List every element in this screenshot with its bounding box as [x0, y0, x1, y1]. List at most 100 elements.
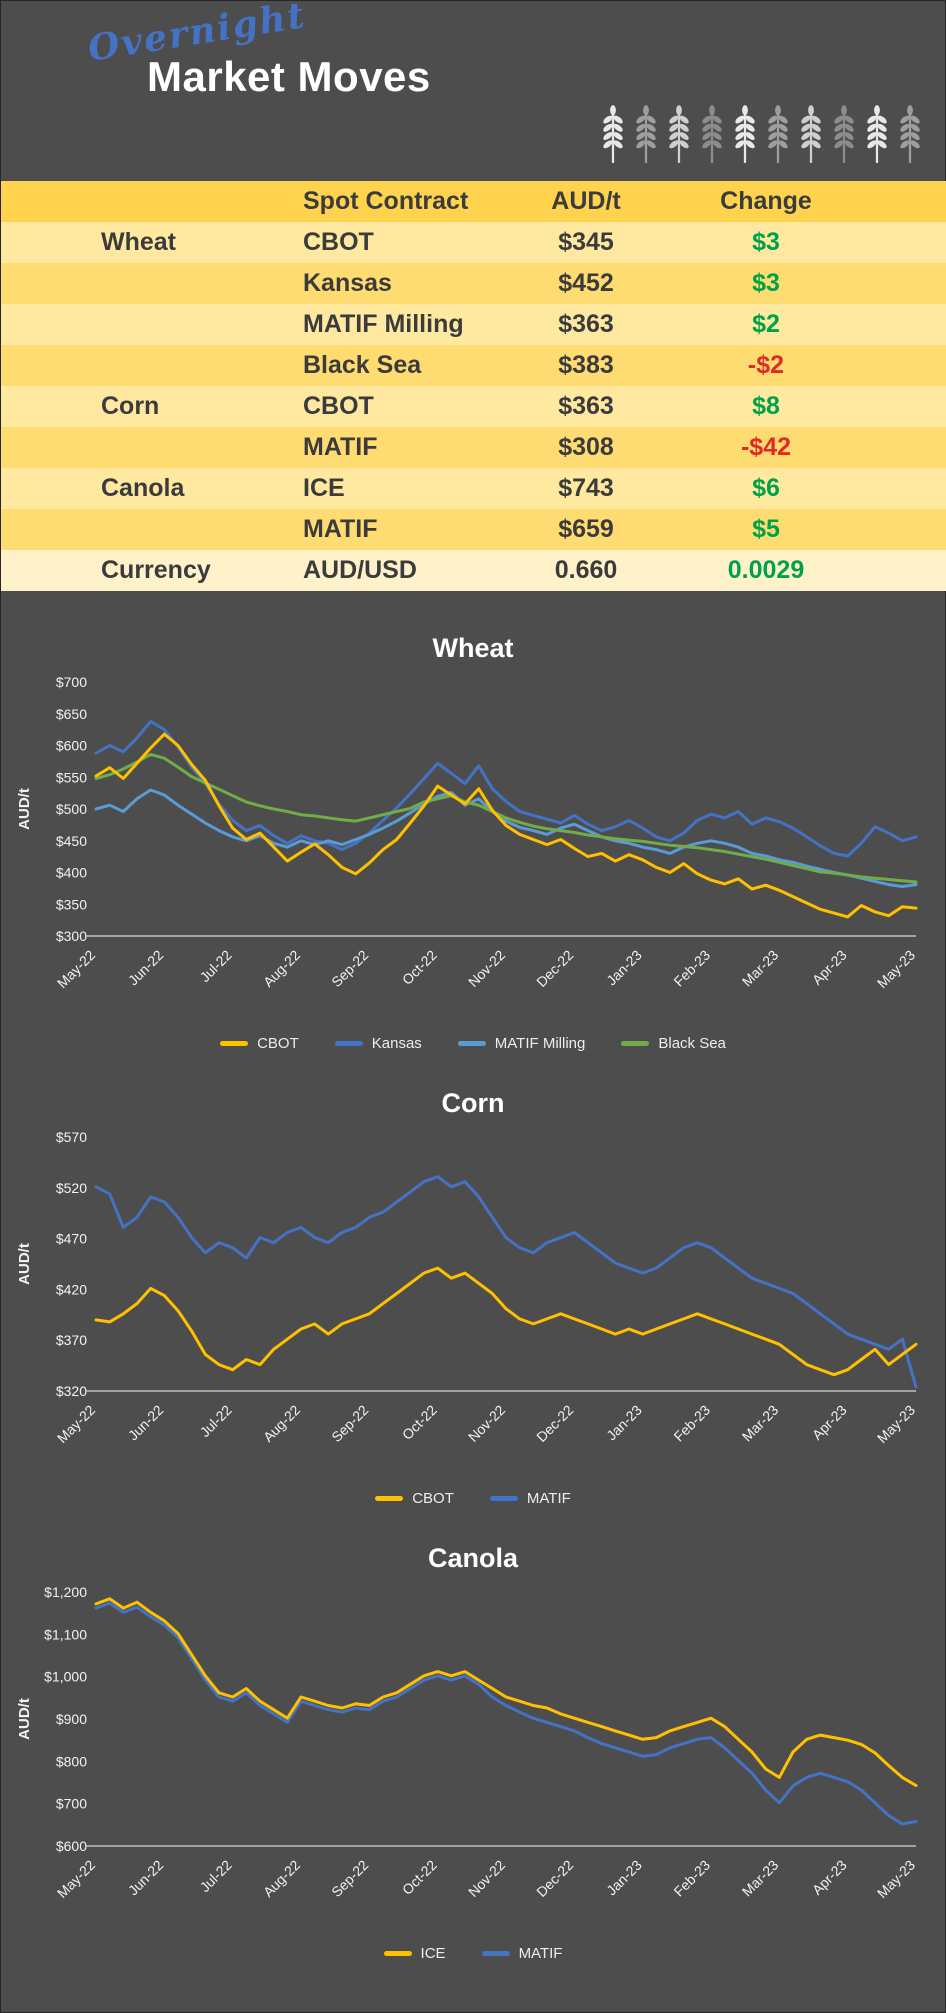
legend-label: MATIF Milling	[494, 1034, 586, 1052]
svg-text:$550: $550	[56, 769, 87, 785]
canola-chart-section: Canola $600 $700 $800 $900 $1,000 $1,100 $1,20…	[1, 1513, 945, 1968]
svg-text:$1,000: $1,000	[44, 1669, 87, 1685]
svg-text:$600: $600	[56, 1838, 87, 1854]
contract-cell: Black Sea	[303, 351, 422, 379]
svg-text:$400: $400	[56, 865, 87, 881]
legend-item-matif-milling: MATIF Milling	[457, 1034, 586, 1052]
svg-text:$350: $350	[56, 896, 87, 912]
value-cell: $743	[558, 474, 614, 502]
table-body: Wheat CBOT $345 $3 Kansas $452 $3 MATIF Milling…	[1, 222, 946, 591]
legend-swatch	[457, 1040, 486, 1046]
svg-text:May-23: May-23	[874, 1857, 918, 1901]
svg-text:$1,200: $1,200	[44, 1584, 87, 1600]
commodity-cell: Currency	[101, 556, 211, 584]
change-cell: $2	[752, 310, 780, 338]
value-cell: 0.660	[554, 556, 618, 584]
legend-label: MATIF	[526, 1489, 571, 1507]
svg-text:$700: $700	[56, 1796, 87, 1812]
wheat-icon	[732, 103, 758, 165]
svg-text:Aug-22: Aug-22	[260, 1402, 303, 1445]
svg-text:Oct-22: Oct-22	[399, 947, 440, 988]
spot-contract-column-header: Spot Contract	[303, 187, 469, 215]
svg-text:$1,100: $1,100	[44, 1626, 87, 1642]
legend-label: ICE	[420, 1944, 446, 1962]
svg-text:Feb-23: Feb-23	[670, 1857, 713, 1900]
report-header: Overnight Market Moves	[1, 0, 945, 181]
contract-cell: CBOT	[303, 228, 374, 256]
wheat-icon	[600, 103, 626, 165]
svg-text:$650: $650	[56, 706, 87, 722]
svg-text:Jun-22: Jun-22	[125, 947, 167, 989]
svg-text:Oct-22: Oct-22	[399, 1857, 440, 1898]
svg-text:Jan-23: Jan-23	[603, 1857, 645, 1899]
svg-text:$500: $500	[56, 801, 87, 817]
svg-text:$520: $520	[56, 1180, 87, 1196]
svg-text:Jan-23: Jan-23	[603, 1402, 645, 1444]
svg-text:Aug-22: Aug-22	[260, 1857, 303, 1900]
svg-text:Nov-22: Nov-22	[465, 1857, 508, 1900]
legend-swatch	[220, 1040, 249, 1046]
svg-text:$800: $800	[56, 1753, 87, 1769]
legend-item-matif: MATIF	[481, 1945, 562, 1962]
svg-text:Jun-22: Jun-22	[125, 1857, 167, 1899]
wheat-chart-title: Wheat	[432, 633, 514, 663]
change-cell: 0.0029	[727, 556, 805, 584]
commodity-cell: Corn	[101, 392, 160, 420]
legend-swatch	[489, 1495, 518, 1501]
contract-cell: MATIF Milling	[303, 310, 464, 338]
table-row: Currency AUD/USD 0.660 0.0029	[1, 550, 946, 591]
table-row: MATIF Milling $363 $2	[1, 304, 946, 345]
value-cell: $363	[558, 310, 614, 338]
canola-chart-legend: ICE MATIF	[1, 1938, 945, 1968]
svg-text:Nov-22: Nov-22	[465, 947, 508, 990]
change-cell: $8	[752, 392, 780, 420]
table-row: Wheat CBOT $345 $3	[1, 222, 946, 263]
svg-text:May-23: May-23	[874, 947, 918, 991]
svg-text:Dec-22: Dec-22	[533, 1857, 576, 1900]
legend-item-kansas: Kansas	[334, 1035, 422, 1052]
page-title: Market Moves	[147, 53, 431, 100]
legend-label: CBOT	[257, 1034, 299, 1052]
corn-chart-title: Corn	[441, 1088, 505, 1118]
svg-text:Mar-23: Mar-23	[739, 1402, 782, 1445]
wheat-icon	[666, 103, 692, 165]
corn-chart-section: Corn $320 $370 $420 $470 $520 $570 AUD/t May-22…	[1, 1058, 945, 1513]
wheat-chart-section: Wheat $300 $350 $400 $450 $500 $550 $600 $650 $7…	[1, 591, 945, 1058]
svg-text:Dec-22: Dec-22	[533, 947, 576, 990]
change-cell: -$42	[740, 433, 792, 461]
legend-swatch	[375, 1495, 404, 1501]
table-row: Black Sea $383 -$2	[1, 345, 946, 386]
svg-text:Apr-23: Apr-23	[809, 1402, 850, 1443]
svg-text:$900: $900	[56, 1711, 87, 1727]
svg-text:Jan-23: Jan-23	[603, 947, 645, 989]
svg-text:Mar-23: Mar-23	[739, 1857, 782, 1900]
svg-text:Nov-22: Nov-22	[465, 1402, 508, 1445]
wheat-icon	[699, 103, 725, 165]
svg-text:Sep-22: Sep-22	[328, 947, 371, 990]
legend-swatch	[481, 1950, 510, 1956]
market-table: Spot Contract AUD/t Change Wheat CBOT $345…	[1, 181, 946, 591]
svg-text:Aug-22: Aug-22	[260, 947, 303, 990]
contract-cell: AUD/USD	[303, 556, 417, 584]
svg-text:Apr-23: Apr-23	[809, 947, 850, 988]
legend-item-matif: MATIF	[489, 1489, 571, 1507]
value-cell: $659	[558, 515, 614, 543]
commodity-cell: Canola	[101, 474, 185, 502]
table-row: MATIF $659 $5	[1, 509, 946, 550]
legend-item-black-sea: Black Sea	[621, 1035, 726, 1052]
table-header-row: Spot Contract AUD/t Change	[1, 181, 946, 222]
value-cell: $383	[558, 351, 614, 379]
svg-text:Feb-23: Feb-23	[670, 1402, 713, 1445]
svg-text:$320: $320	[56, 1383, 87, 1399]
table-row: Kansas $452 $3	[1, 263, 946, 304]
svg-text:May-22: May-22	[54, 947, 98, 991]
contract-cell: CBOT	[303, 392, 374, 420]
svg-text:Sep-22: Sep-22	[328, 1857, 371, 1900]
contract-cell: Kansas	[303, 269, 392, 297]
svg-text:$300: $300	[56, 928, 87, 944]
svg-text:$700: $700	[56, 674, 87, 690]
svg-text:Mar-23: Mar-23	[739, 947, 782, 990]
value-cell: $345	[558, 228, 614, 256]
svg-text:Sep-22: Sep-22	[328, 1402, 371, 1445]
svg-text:$370: $370	[56, 1332, 87, 1348]
